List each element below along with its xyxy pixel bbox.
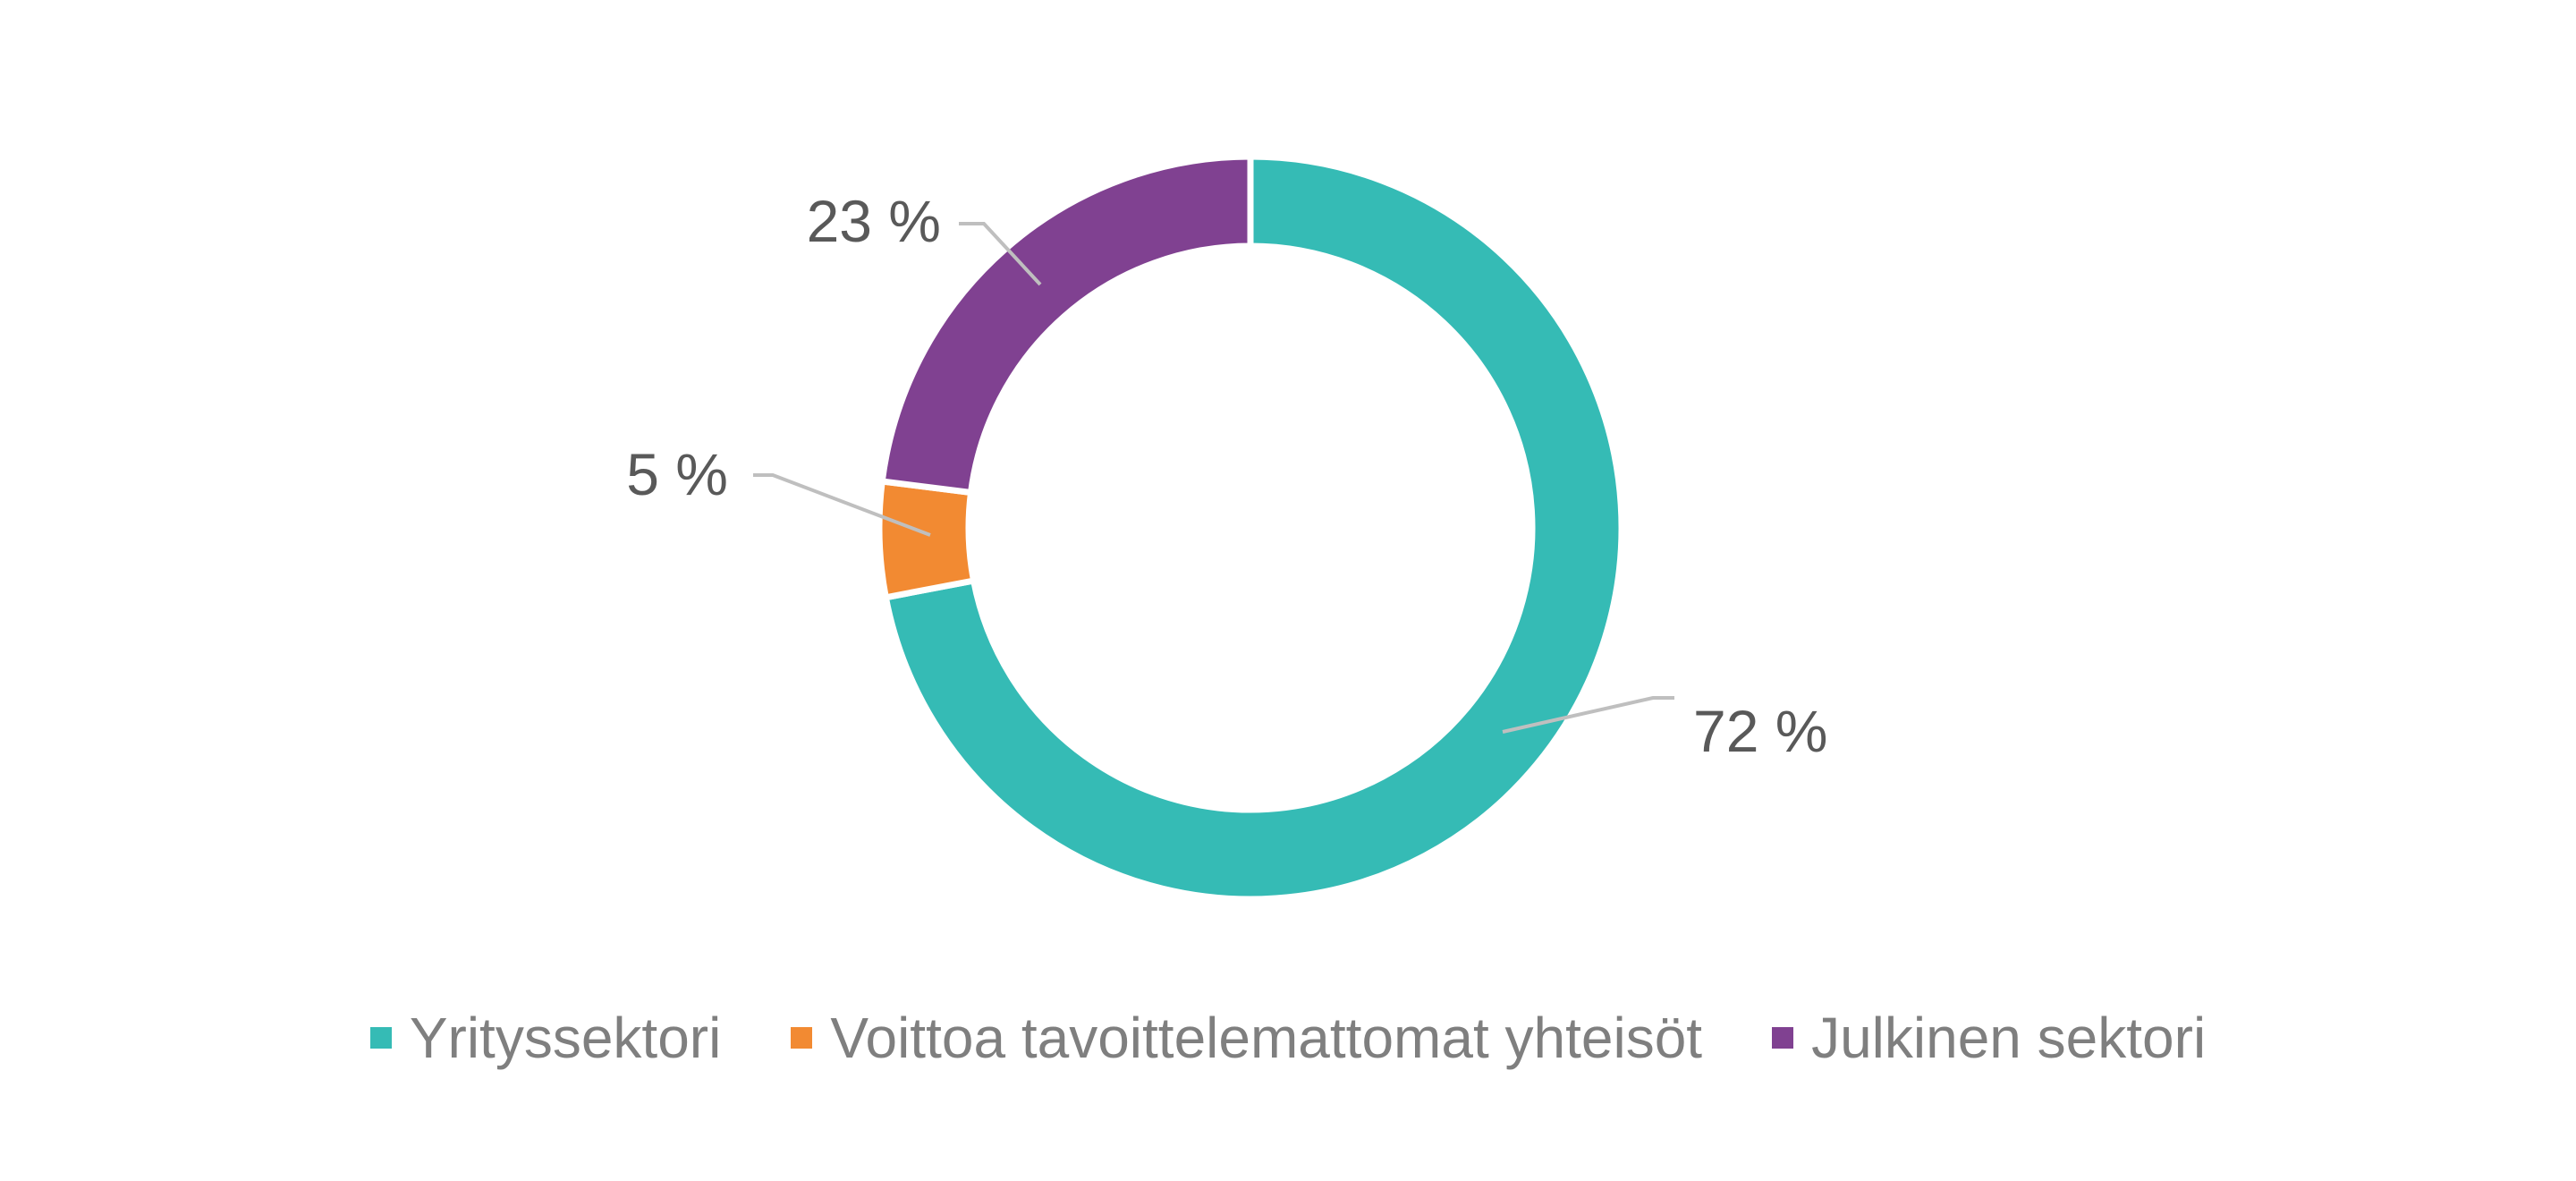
legend-label: Voittoa tavoittelemattomat yhteisöt: [830, 1006, 1703, 1070]
data-labels: 72 % 5 % 23 %: [626, 188, 1827, 764]
data-label: 23 %: [807, 188, 941, 254]
legend-item-julkinen-sektori: Julkinen sektori: [1772, 1009, 2206, 1066]
legend-label: Yrityssektori: [409, 1006, 722, 1070]
leader-line: [753, 473, 931, 537]
legend-item-voittoa-tavoittelemattomat: Voittoa tavoittelemattomat yhteisöt: [791, 1009, 1702, 1066]
legend-swatch: [369, 1027, 392, 1049]
donut-slice-voittoa-tavoittelemattomat-yhteisöt: [876, 478, 978, 601]
leader-line: [959, 222, 1042, 286]
leader-lines: [753, 222, 1674, 734]
donut-slice-julkinen-sektori: [878, 153, 1254, 497]
data-label: 5 %: [626, 441, 728, 507]
data-label: 72 %: [1693, 698, 1827, 764]
legend-swatch: [1772, 1027, 1794, 1049]
leader-line: [1502, 696, 1674, 734]
legend-label: Julkinen sektori: [1811, 1006, 2207, 1070]
legend: Yrityssektori Voittoa tavoittelemattomat…: [0, 1002, 2576, 1074]
donut-slices: [876, 153, 1625, 903]
legend-swatch: [791, 1027, 813, 1049]
donut-slice-yrityssektori: [882, 153, 1625, 903]
legend-item-yrityssektori: Yrityssektori: [369, 1006, 722, 1070]
